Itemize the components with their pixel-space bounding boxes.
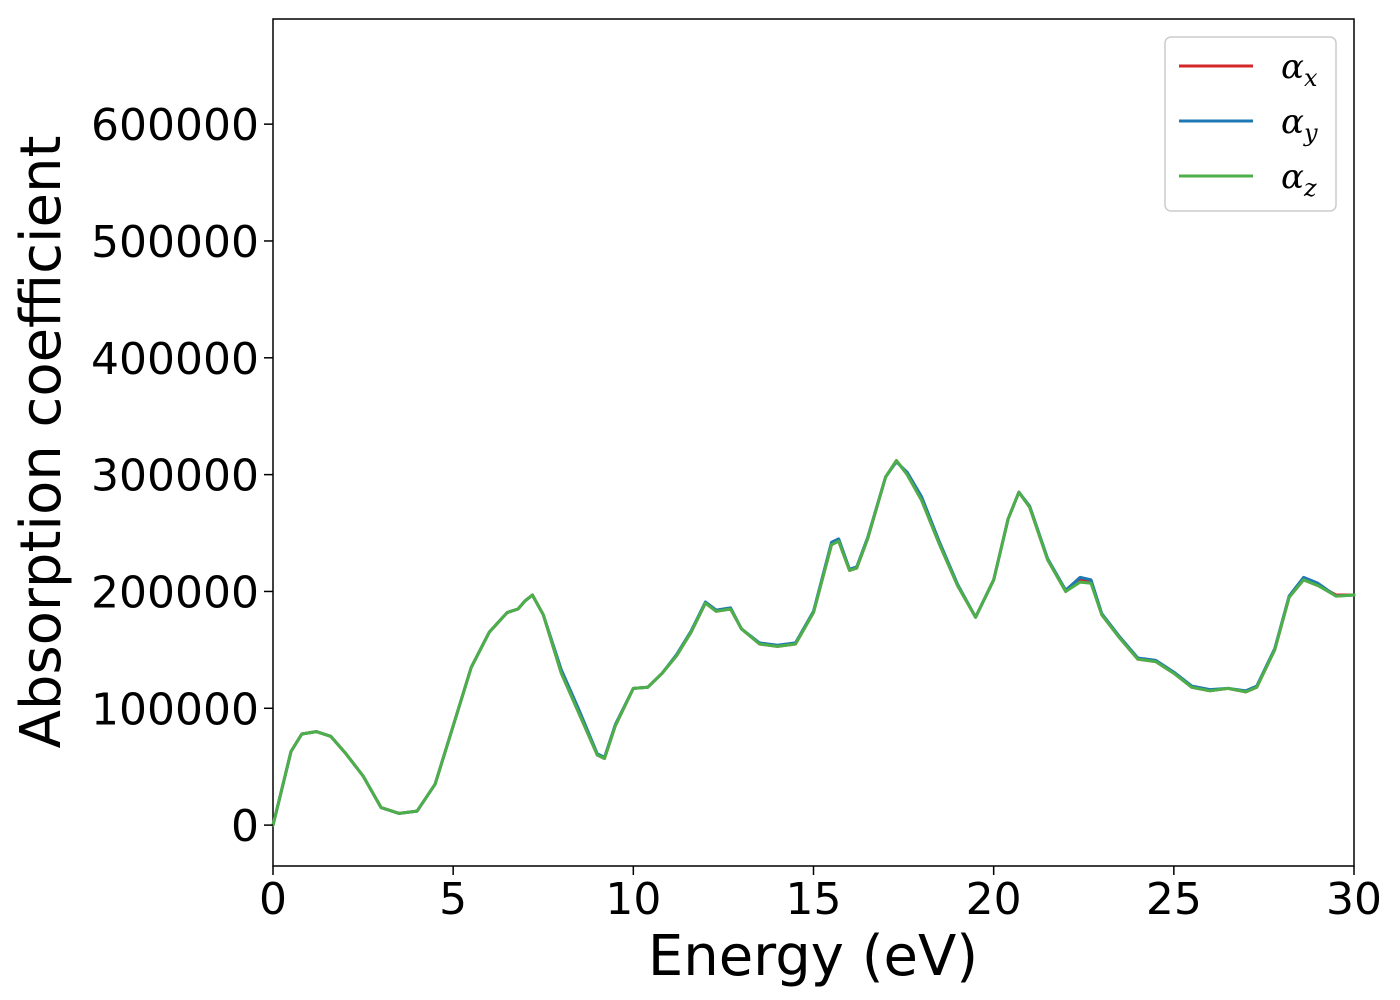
y-tick-label: 500000 <box>91 217 259 268</box>
x-tick-label: 30 <box>1326 874 1382 925</box>
legend-box <box>1164 36 1337 212</box>
legend-entries: αx αy αz <box>1179 47 1318 202</box>
legend: αx αy αz <box>1164 36 1337 212</box>
x-tick-label: 5 <box>439 874 467 925</box>
x-tick-label: 0 <box>259 874 287 925</box>
legend-label-x: αx <box>1281 47 1318 92</box>
y-tick-label: 400000 <box>91 334 259 385</box>
series-line-x <box>271 459 1356 827</box>
series-line-z <box>271 459 1356 827</box>
y-tick-label: 100000 <box>91 684 259 735</box>
legend-label-z: αz <box>1281 157 1317 202</box>
y-tick-label: 600000 <box>91 100 259 151</box>
legend-label-y: αy <box>1281 102 1318 147</box>
x-tick-label: 20 <box>966 874 1022 925</box>
y-axis-ticks: 0 100000 200000 300000 400000 500000 600000 <box>91 100 273 852</box>
y-tick-label: 0 <box>231 801 259 852</box>
series-line-y <box>271 460 1356 827</box>
x-axis-ticks: 0 5 10 15 20 25 30 <box>259 866 1382 925</box>
x-tick-label: 10 <box>605 874 661 925</box>
series-layer <box>271 459 1356 827</box>
y-tick-label: 300000 <box>91 451 259 502</box>
x-tick-label: 25 <box>1146 874 1202 925</box>
y-tick-label: 200000 <box>91 567 259 618</box>
x-axis-label: Energy (eV) <box>648 924 978 989</box>
x-tick-label: 15 <box>786 874 842 925</box>
y-axis-label: Absorption coefficient <box>9 136 74 749</box>
